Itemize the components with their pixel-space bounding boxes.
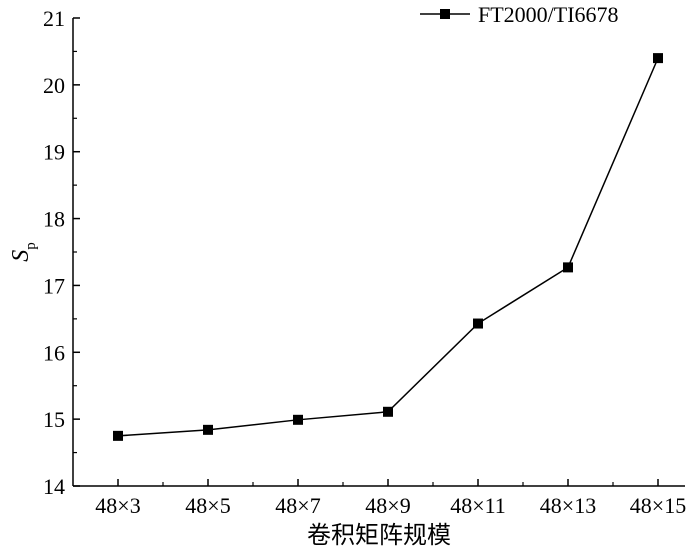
data-point [293, 414, 303, 425]
series-group [113, 53, 663, 441]
series-line [117, 57, 659, 437]
y-ticks-group: 14 15 16 17 18 19 20 21 [43, 6, 80, 499]
y-axis-title-group: Sp [8, 242, 39, 262]
x-axis-title: 卷积矩阵规模 [307, 522, 451, 549]
legend-marker [440, 9, 450, 19]
y-tick-label: 21 [43, 6, 65, 31]
y-tick-label: 14 [43, 474, 65, 499]
x-tick-label: 48×7 [275, 493, 320, 518]
data-point [563, 262, 573, 273]
x-tick-label: 48×13 [540, 493, 596, 518]
x-tick-label: 48×9 [365, 493, 410, 518]
axes-group [72, 18, 685, 487]
data-point [113, 430, 123, 441]
data-point [203, 424, 213, 435]
data-point [383, 406, 393, 417]
y-tick-label: 20 [43, 73, 65, 98]
data-point [473, 318, 483, 329]
x-tick-label: 48×11 [450, 493, 506, 518]
y-axis-title: Sp [8, 242, 39, 262]
y-tick-label: 18 [43, 207, 65, 232]
x-ticks-group: 48×3 48×5 48×7 48×9 48×11 48×13 48×15 [95, 479, 686, 518]
x-tick-label: 48×5 [185, 493, 230, 518]
x-tick-label: 48×3 [95, 493, 140, 518]
y-axis-title-main: S [8, 250, 34, 262]
data-point [653, 53, 663, 64]
legend: FT2000/TI6678 [420, 2, 619, 27]
y-tick-label: 19 [43, 140, 65, 165]
y-tick-label: 17 [43, 273, 65, 298]
y-tick-label: 16 [43, 340, 65, 365]
y-axis-title-subscript: p [23, 242, 39, 250]
y-tick-label: 15 [43, 407, 65, 432]
x-tick-label: 48×15 [630, 493, 686, 518]
legend-label: FT2000/TI6678 [478, 2, 619, 27]
